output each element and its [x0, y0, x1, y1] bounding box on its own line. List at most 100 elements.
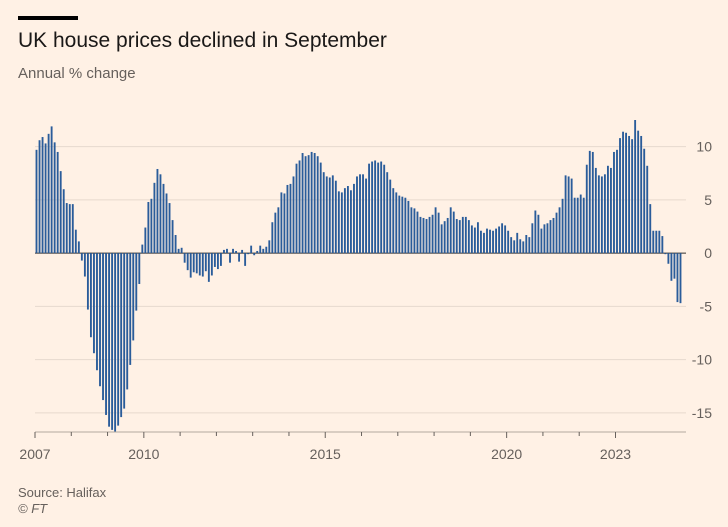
- bar: [613, 151, 615, 254]
- bar: [343, 188, 346, 254]
- bar: [534, 210, 537, 254]
- bar: [492, 230, 494, 254]
- bar: [235, 250, 237, 254]
- bar: [401, 196, 404, 254]
- bar: [428, 216, 431, 254]
- bar: [473, 227, 476, 254]
- bar: [114, 253, 117, 432]
- bar: [313, 153, 316, 254]
- bar: [129, 253, 132, 365]
- bar: [670, 253, 673, 281]
- bar: [498, 226, 501, 254]
- bar: [126, 253, 129, 390]
- bar: [437, 212, 440, 254]
- bar: [356, 176, 358, 254]
- bar: [452, 211, 455, 254]
- bar: [210, 253, 213, 276]
- bar: [359, 174, 361, 254]
- bar: [458, 220, 461, 254]
- bar: [543, 224, 546, 254]
- bar: [286, 184, 289, 254]
- bar: [480, 230, 482, 254]
- bar: [159, 174, 162, 254]
- bar: [304, 156, 307, 254]
- bar: [86, 253, 89, 310]
- bar: [365, 178, 367, 254]
- bar: [147, 201, 150, 254]
- bar: [561, 198, 564, 254]
- bar: [643, 148, 646, 254]
- bar: [195, 253, 198, 274]
- y-tick-label: -15: [692, 405, 712, 421]
- bar: [419, 216, 422, 254]
- bar: [449, 207, 452, 254]
- bar: [546, 223, 549, 254]
- bar: [295, 163, 298, 254]
- bar: [108, 253, 111, 427]
- bar: [259, 245, 262, 254]
- bar: [600, 176, 603, 254]
- bar: [153, 182, 156, 254]
- bar: [120, 253, 123, 418]
- bar: [192, 253, 195, 273]
- credit-note: © FT: [18, 501, 48, 516]
- bar: [162, 183, 165, 254]
- bar: [374, 160, 377, 254]
- bar: [56, 151, 59, 254]
- bar: [180, 247, 183, 254]
- bar: [501, 223, 504, 254]
- bar: [537, 214, 540, 254]
- bar: [138, 253, 141, 284]
- bar: [467, 220, 470, 254]
- bar: [35, 149, 38, 254]
- bar: [165, 193, 168, 254]
- bar: [552, 217, 555, 254]
- bar: [673, 253, 676, 279]
- bar: [404, 197, 407, 254]
- bar: [431, 214, 434, 254]
- bar: [274, 212, 277, 254]
- bar: [277, 207, 280, 254]
- bar: [625, 132, 627, 254]
- bar: [389, 179, 392, 254]
- bar: [597, 175, 600, 254]
- bar: [253, 253, 256, 256]
- bar: [407, 200, 410, 254]
- bar: [247, 253, 250, 255]
- bar: [132, 253, 135, 341]
- bar: [244, 253, 247, 266]
- bar: [628, 135, 631, 254]
- bar: [83, 253, 86, 277]
- bar: [386, 172, 389, 254]
- bar: [189, 253, 192, 278]
- bar: [289, 183, 292, 254]
- bar: [96, 253, 98, 371]
- bar: [177, 248, 180, 254]
- bar: [531, 223, 534, 254]
- bar: [316, 156, 319, 254]
- bar: [519, 239, 522, 254]
- y-tick-label: 0: [704, 245, 712, 261]
- bar: [637, 130, 640, 254]
- bar: [105, 253, 107, 415]
- bar: [392, 188, 395, 254]
- bar: [265, 246, 268, 254]
- y-tick-label: -10: [692, 352, 712, 368]
- bar: [516, 232, 519, 254]
- bar: [579, 194, 582, 254]
- bar: [377, 162, 380, 254]
- bar: [77, 241, 80, 254]
- bar: [422, 217, 425, 254]
- bar: [649, 204, 652, 254]
- bar: [573, 197, 576, 254]
- bar: [328, 177, 331, 254]
- bar: [585, 164, 588, 254]
- bar: [74, 229, 77, 254]
- x-tick-label: 2020: [491, 446, 522, 462]
- bar: [213, 253, 216, 267]
- bar: [171, 220, 174, 254]
- bar: [652, 230, 655, 254]
- bar: [186, 253, 189, 271]
- bar: [183, 253, 186, 263]
- bar: [413, 208, 416, 254]
